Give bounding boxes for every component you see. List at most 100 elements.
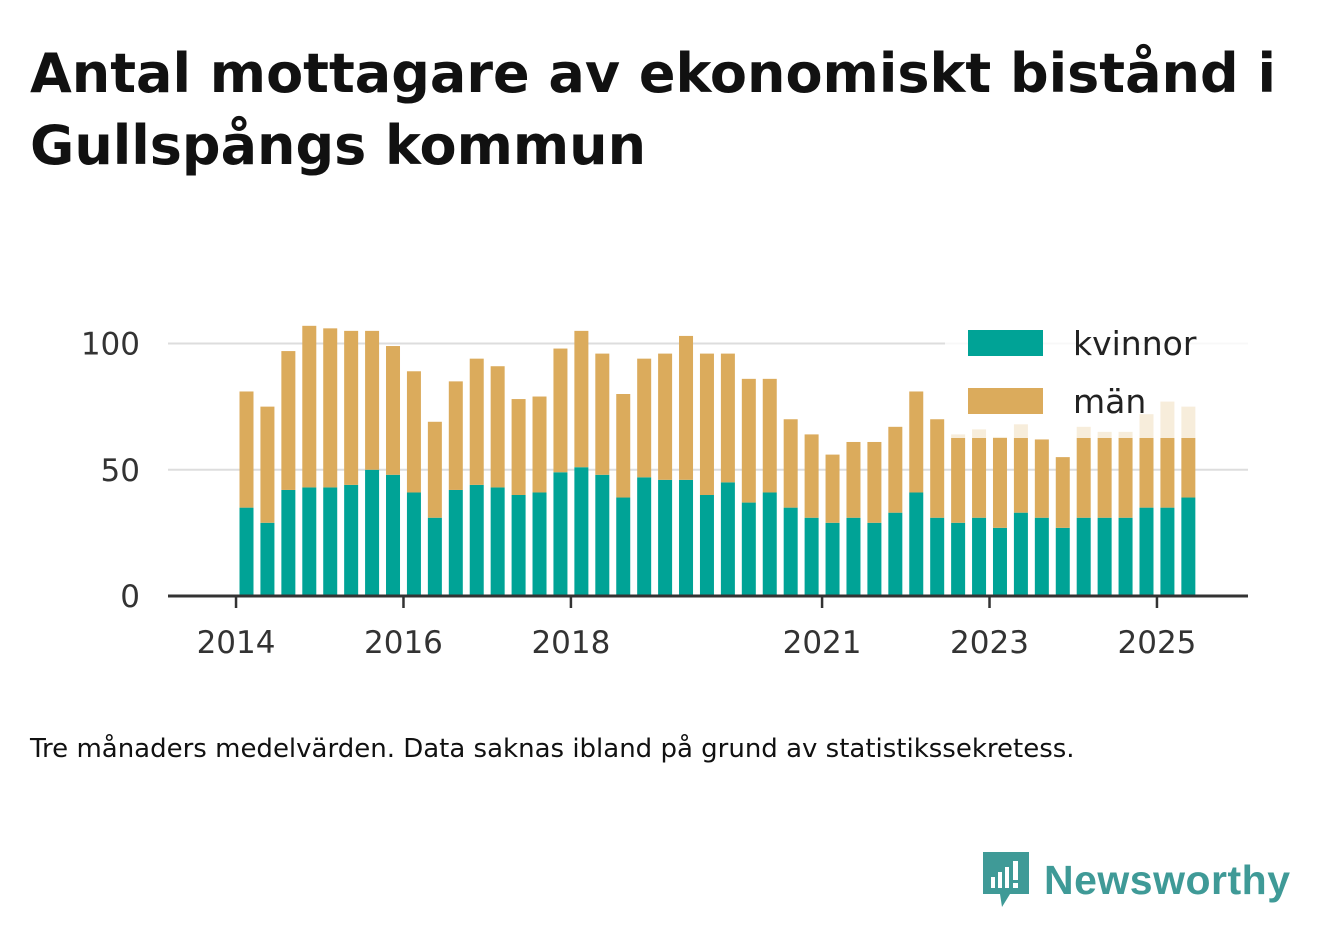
bar-kvinnor bbox=[511, 495, 526, 596]
bar-kvinnor bbox=[302, 487, 317, 596]
bar-kvinnor bbox=[427, 517, 442, 596]
bar-kvinnor bbox=[344, 484, 359, 596]
bar-kvinnor bbox=[804, 517, 819, 596]
bar-man bbox=[992, 436, 1007, 528]
y-tick-label: 100 bbox=[81, 327, 140, 363]
bar-man bbox=[679, 335, 694, 480]
bar-man bbox=[386, 346, 401, 475]
legend-swatch-kvinnor bbox=[968, 330, 1043, 356]
legend-label: män bbox=[1073, 382, 1146, 421]
x-tick-label: 2025 bbox=[1118, 625, 1197, 661]
bar-man bbox=[951, 434, 966, 523]
bar-kvinnor bbox=[532, 492, 547, 596]
bar-man bbox=[846, 441, 861, 518]
bar-kvinnor bbox=[490, 487, 505, 596]
bar-man bbox=[720, 353, 735, 483]
bar-kvinnor bbox=[992, 527, 1007, 596]
bar-kvinnor bbox=[1181, 497, 1196, 596]
bar-man bbox=[825, 454, 840, 523]
bar-kvinnor bbox=[323, 487, 338, 596]
bar-kvinnor bbox=[637, 477, 652, 596]
bar-man bbox=[804, 434, 819, 518]
axes: 0 50 100 2014 2016 2018 2021 2023 2025 bbox=[81, 327, 1248, 661]
bar-man bbox=[448, 381, 463, 490]
chart-title: Antal mottagare av ekonomiskt bistånd i … bbox=[30, 42, 1276, 177]
bar-kvinnor bbox=[720, 482, 735, 596]
x-tick-label: 2018 bbox=[531, 625, 610, 661]
bar-kvinnor bbox=[386, 474, 401, 596]
bar-man bbox=[406, 371, 421, 493]
bar-man bbox=[888, 426, 903, 513]
bar-kvinnor bbox=[595, 474, 610, 596]
legend: kvinnor män bbox=[945, 318, 1248, 438]
legend-swatch-man bbox=[968, 388, 1043, 414]
bar-man bbox=[595, 353, 610, 475]
bar-kvinnor bbox=[679, 479, 694, 596]
bar-man bbox=[762, 378, 777, 493]
bar-man bbox=[616, 394, 631, 498]
bar-man bbox=[323, 328, 338, 488]
bar-kvinnor bbox=[762, 492, 777, 596]
bar-kvinnor bbox=[406, 492, 421, 596]
bar-man bbox=[1097, 431, 1112, 518]
bar-man bbox=[239, 391, 254, 508]
bar-man bbox=[699, 353, 714, 495]
x-tick-label: 2014 bbox=[197, 625, 276, 661]
bar-man bbox=[1013, 424, 1028, 513]
bar-man bbox=[658, 353, 673, 480]
bar-man bbox=[281, 351, 296, 490]
bar-kvinnor bbox=[448, 489, 463, 596]
bar-man bbox=[427, 421, 442, 518]
bar-kvinnor bbox=[239, 507, 254, 596]
bar-kvinnor bbox=[699, 495, 714, 596]
bar-kvinnor bbox=[1013, 512, 1028, 596]
footnote: Tre månaders medelvärden. Data saknas ib… bbox=[30, 734, 1075, 764]
bar-kvinnor bbox=[972, 517, 987, 596]
bar-man bbox=[1034, 439, 1049, 518]
bars bbox=[239, 325, 1196, 596]
bar-kvinnor bbox=[909, 492, 924, 596]
bar-man bbox=[365, 330, 380, 470]
bar-man bbox=[574, 330, 589, 468]
bar-kvinnor bbox=[365, 469, 380, 596]
bar-kvinnor bbox=[1034, 517, 1049, 596]
bar-man bbox=[532, 396, 547, 493]
bar-kvinnor bbox=[260, 522, 275, 596]
bar-kvinnor bbox=[1097, 517, 1112, 596]
y-tick-label: 50 bbox=[101, 453, 140, 489]
bar-man bbox=[783, 419, 798, 508]
bar-man bbox=[972, 429, 987, 518]
bar-man bbox=[909, 391, 924, 493]
bar-kvinnor bbox=[574, 467, 589, 596]
bar-kvinnor bbox=[867, 522, 882, 596]
bar-man bbox=[469, 358, 484, 485]
brand-name: Newsworthy bbox=[1044, 856, 1291, 903]
x-tick-label: 2023 bbox=[950, 625, 1029, 661]
bar-kvinnor bbox=[469, 484, 484, 596]
bar-kvinnor bbox=[1055, 527, 1070, 596]
bar-kvinnor bbox=[1076, 517, 1091, 596]
bar-man bbox=[867, 441, 882, 523]
bar-man bbox=[344, 330, 359, 485]
bar-kvinnor bbox=[825, 522, 840, 596]
bar-kvinnor bbox=[658, 479, 673, 596]
bar-kvinnor bbox=[1118, 517, 1133, 596]
bar-kvinnor bbox=[888, 512, 903, 596]
bar-kvinnor bbox=[281, 489, 296, 596]
bar-man bbox=[637, 358, 652, 478]
bar-man bbox=[511, 399, 526, 495]
bar-kvinnor bbox=[930, 517, 945, 596]
legend-label: kvinnor bbox=[1073, 324, 1197, 363]
bar-kvinnor bbox=[846, 517, 861, 596]
bar-kvinnor bbox=[616, 497, 631, 596]
bar-kvinnor bbox=[1139, 507, 1154, 596]
bar-man bbox=[490, 366, 505, 488]
brand-logo: Newsworthy bbox=[980, 850, 1291, 910]
bar-kvinnor bbox=[951, 522, 966, 596]
bar-man bbox=[260, 406, 275, 523]
bar-kvinnor bbox=[783, 507, 798, 596]
stacked-bar-chart: 0 50 100 2014 2016 2018 2021 2023 2025 kvinnor mä… bbox=[80, 318, 1248, 661]
x-tick-label: 2016 bbox=[364, 625, 443, 661]
bar-man bbox=[741, 378, 756, 503]
bar-man bbox=[1118, 431, 1133, 518]
